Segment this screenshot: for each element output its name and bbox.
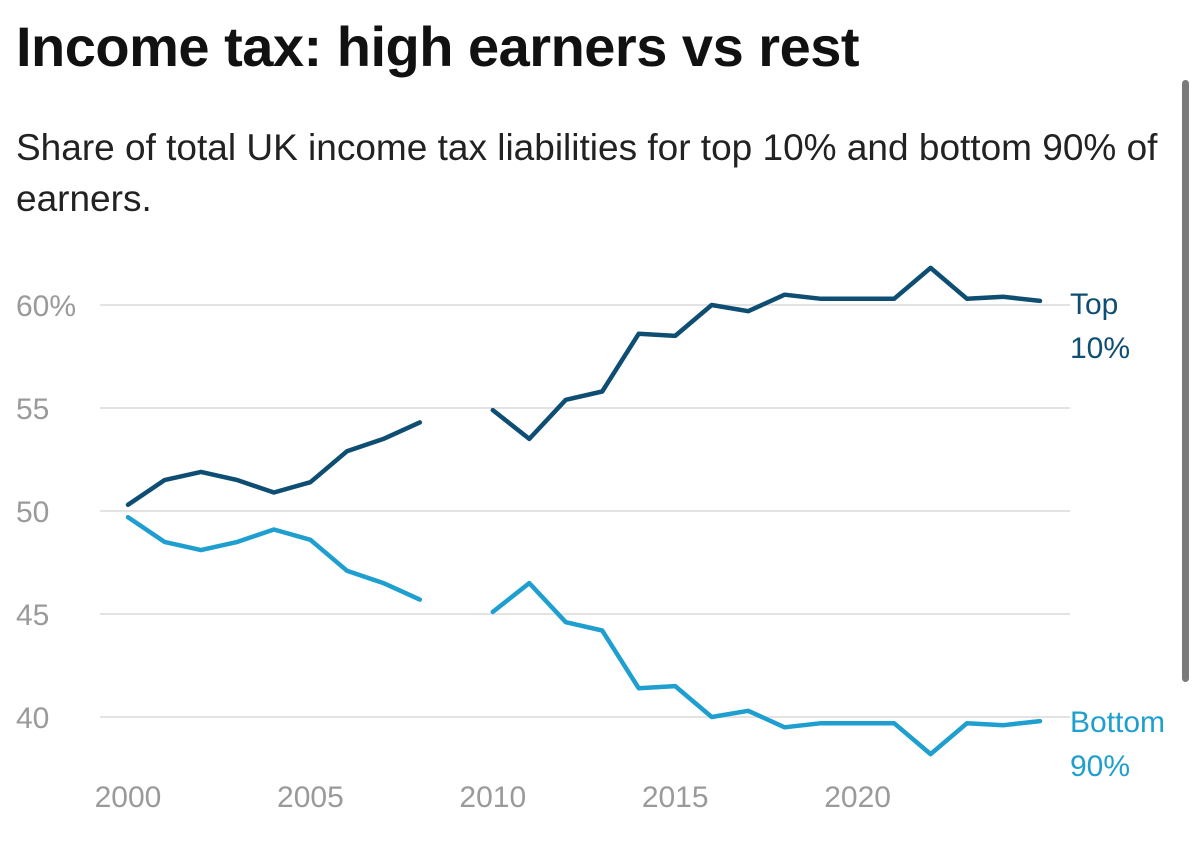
top-10-line-segment-1	[125, 420, 423, 508]
x-tick-label: 2010	[459, 781, 526, 814]
x-axis-ticks: 2000 2005 2010 2015 2020	[95, 781, 891, 814]
top-10-series-label: Top 10%	[1070, 288, 1130, 365]
bottom-90-line-segment-1	[125, 514, 423, 602]
x-tick-label: 2005	[277, 781, 344, 814]
y-tick-label: 55	[16, 393, 49, 426]
bottom-90-line-segment-2	[490, 580, 1043, 757]
series-labels: Top 10% Bottom 90%	[1070, 288, 1165, 783]
y-tick-label: 60%	[16, 290, 76, 323]
x-tick-label: 2020	[824, 781, 891, 814]
y-tick-label: 50	[16, 496, 49, 529]
y-tick-label: 45	[16, 599, 49, 632]
top-10-line-segment-2	[490, 265, 1043, 442]
bottom-90-series-label: Bottom 90%	[1070, 706, 1165, 783]
gridlines	[100, 304, 1070, 718]
chart-title: Income tax: high earners vs rest	[16, 15, 860, 78]
x-tick-label: 2000	[95, 781, 162, 814]
y-axis-ticks: 40 45 50 55 60%	[16, 290, 76, 735]
vertical-scrollbar[interactable]	[1182, 80, 1189, 682]
y-tick-label: 40	[16, 702, 49, 735]
series-lines	[125, 265, 1043, 757]
x-tick-label: 2015	[642, 781, 709, 814]
chart-subtitle: Share of total UK income tax liabilities…	[16, 127, 1158, 219]
